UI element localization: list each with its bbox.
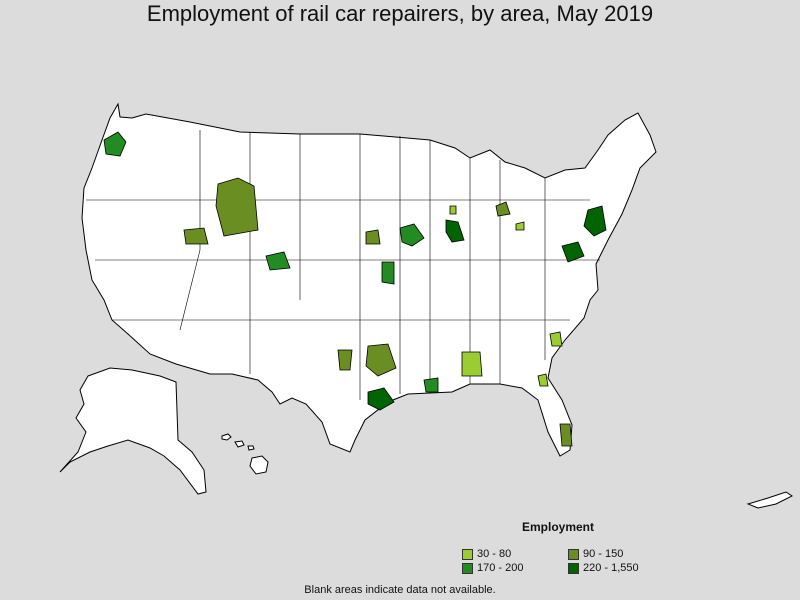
area-south-carolina: [549, 331, 563, 347]
legend-item: 30 - 80: [462, 548, 511, 560]
map-title: Employment of rail car repairers, by are…: [146, 1, 654, 26]
area-alabama: [461, 351, 483, 377]
area-seattle: [103, 131, 127, 157]
area-dallas: [365, 343, 397, 377]
area-indiana: [449, 205, 457, 215]
area-iowa: [365, 229, 381, 245]
legend-swatch: [462, 562, 473, 574]
legend-title: Employment: [522, 520, 595, 534]
area-houston: [367, 387, 395, 411]
legend-swatch: [568, 562, 579, 574]
legend-item: 220 - 1,550: [568, 562, 639, 574]
area-west-texas: [337, 349, 353, 371]
area-pennsylvania: [583, 205, 607, 237]
area-washington-dc: [561, 241, 585, 263]
puerto-rico: [746, 491, 793, 509]
area-florida: [559, 423, 573, 447]
area-virginia: [515, 221, 525, 231]
legend: Employment 30 - 80 90 - 150 170 - 200 22…: [462, 520, 712, 578]
area-louisiana: [423, 377, 439, 393]
area-utah: [183, 227, 209, 245]
area-missouri: [381, 261, 395, 285]
area-boundaries: [86, 130, 600, 400]
shaded-areas: [103, 131, 607, 447]
area-michigan: [495, 201, 511, 217]
area-chicago: [445, 219, 465, 243]
legend-swatch: [568, 548, 579, 560]
area-georgia-coast: [537, 373, 549, 387]
hawaii: [221, 433, 269, 475]
footnote: Blank areas indicate data not available.: [304, 584, 496, 596]
area-denver: [265, 251, 291, 271]
legend-swatch: [462, 548, 473, 560]
alaska: [59, 367, 207, 495]
area-wyoming: [215, 177, 259, 237]
legend-item: 170 - 200: [462, 562, 523, 574]
legend-item: 90 - 150: [568, 548, 623, 560]
area-illinois: [399, 223, 425, 247]
